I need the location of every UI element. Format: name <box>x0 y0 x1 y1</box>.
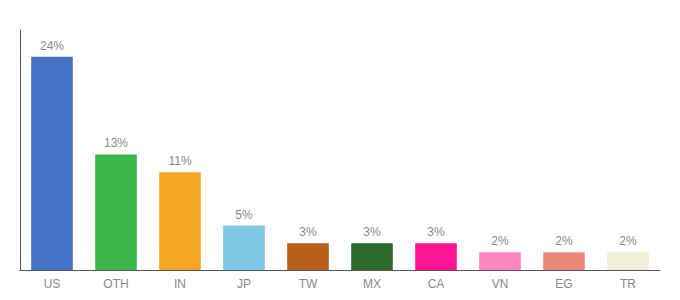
svg-text:24%: 24% <box>40 39 64 53</box>
svg-text:JP: JP <box>237 277 251 291</box>
svg-text:US: US <box>44 277 61 291</box>
svg-text:IN: IN <box>174 277 186 291</box>
svg-text:2%: 2% <box>555 234 573 248</box>
svg-text:VN: VN <box>492 277 509 291</box>
svg-text:MX: MX <box>363 277 381 291</box>
svg-text:3%: 3% <box>427 225 445 239</box>
svg-text:TW: TW <box>299 277 318 291</box>
svg-text:CA: CA <box>428 277 445 291</box>
svg-text:5%: 5% <box>235 208 253 222</box>
svg-text:2%: 2% <box>619 234 637 248</box>
svg-text:3%: 3% <box>299 225 317 239</box>
svg-text:TR: TR <box>620 277 636 291</box>
svg-text:13%: 13% <box>104 136 128 150</box>
svg-text:EG: EG <box>555 277 572 291</box>
svg-text:2%: 2% <box>491 234 509 248</box>
svg-text:11%: 11% <box>168 154 191 168</box>
svg-text:OTH: OTH <box>103 277 128 291</box>
svg-text:3%: 3% <box>363 225 381 239</box>
